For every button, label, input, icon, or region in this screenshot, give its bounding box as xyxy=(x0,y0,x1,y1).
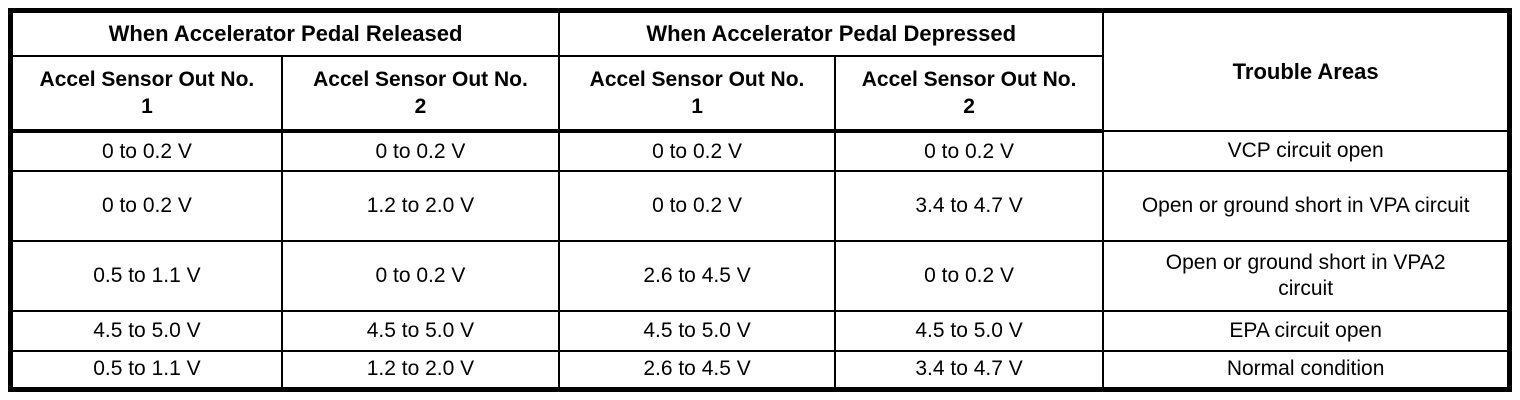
trouble-text: Open or ground short in VPA circuit xyxy=(1141,193,1470,217)
cell-released-no2: 1.2 to 2.0 V xyxy=(280,350,561,390)
cell-depressed-no1: 4.5 to 5.0 V xyxy=(558,310,836,352)
cell-released-no2: 1.2 to 2.0 V xyxy=(280,170,561,242)
cell-depressed-no2: 0 to 0.2 V xyxy=(833,130,1105,172)
cell-released-no1: 4.5 to 5.0 V xyxy=(9,310,283,352)
cell-depressed-no2: 3.4 to 4.7 V xyxy=(833,170,1105,242)
header-sensor-row: Accel Sensor Out No. 1 Accel Sensor Out … xyxy=(9,55,1510,133)
sensor-header-title: Accel Sensor Out No. xyxy=(313,67,528,91)
cell-released-no1: 0 to 0.2 V xyxy=(9,130,283,172)
table-row: 4.5 to 5.0 V 4.5 to 5.0 V 4.5 to 5.0 V 4… xyxy=(9,310,1511,352)
cell-released-no2: 0 to 0.2 V xyxy=(280,130,561,172)
sensor-header-title: Accel Sensor Out No. xyxy=(861,67,1077,91)
trouble-text: Open or ground short in VPA2 circuit xyxy=(1165,250,1446,300)
trouble-text: Normal condition xyxy=(1226,357,1385,381)
cell-depressed-no1: 2.6 to 4.5 V xyxy=(558,350,836,390)
sensor-header-title: Accel Sensor Out No. xyxy=(589,67,805,91)
header-group-row: When Accelerator Pedal Released When Acc… xyxy=(9,9,1511,132)
table-row: 0 to 0.2 V 1.2 to 2.0 V 0 to 0.2 V 3.4 t… xyxy=(9,170,1511,242)
header-trouble-areas: Trouble Areas xyxy=(1102,9,1511,132)
cell-released-no2: 4.5 to 5.0 V xyxy=(280,310,561,352)
header-depressed-sensor-2: Accel Sensor Out No. 2 xyxy=(833,55,1105,133)
header-when-released: When Accelerator Pedal Released xyxy=(9,9,561,57)
header-released-sensor-1: Accel Sensor Out No. 1 xyxy=(9,55,283,133)
cell-depressed-no2: 0 to 0.2 V xyxy=(833,240,1105,312)
header-depressed-sensor-1: Accel Sensor Out No. 1 xyxy=(558,55,836,133)
cell-trouble-area: EPA circuit open xyxy=(1102,310,1511,352)
cell-released-no1: 0.5 to 1.1 V xyxy=(9,240,283,312)
table-row: 0 to 0.2 V 0 to 0.2 V 0 to 0.2 V 0 to 0.… xyxy=(9,130,1511,172)
cell-released-no1: 0.5 to 1.1 V xyxy=(9,350,283,390)
trouble-text: VCP circuit open xyxy=(1227,138,1384,162)
sensor-header-number: 2 xyxy=(414,95,427,118)
table-row: 0.5 to 1.1 V 1.2 to 2.0 V 2.6 to 4.5 V 3… xyxy=(9,350,1511,390)
cell-released-no2: 0 to 0.2 V xyxy=(280,240,561,312)
table-row: 0.5 to 1.1 V 0 to 0.2 V 2.6 to 4.5 V 0 t… xyxy=(9,240,1511,312)
cell-trouble-area: Open or ground short in VPA2 circuit xyxy=(1102,240,1511,312)
cell-depressed-no1: 0 to 0.2 V xyxy=(558,130,836,172)
sensor-header-number: 2 xyxy=(963,95,975,118)
sensor-header-number: 1 xyxy=(141,95,153,118)
accel-sensor-diagnostic-table: When Accelerator Pedal Released When Acc… xyxy=(8,8,1512,392)
sensor-header-title: Accel Sensor Out No. xyxy=(39,67,255,91)
trouble-text: EPA circuit open xyxy=(1229,318,1382,342)
cell-released-no1: 0 to 0.2 V xyxy=(9,170,283,242)
sensor-header-number: 1 xyxy=(691,95,703,118)
header-when-depressed: When Accelerator Pedal Depressed xyxy=(558,9,1105,57)
cell-depressed-no2: 3.4 to 4.7 V xyxy=(833,350,1105,390)
header-released-sensor-2: Accel Sensor Out No. 2 xyxy=(280,55,561,133)
cell-depressed-no1: 0 to 0.2 V xyxy=(558,170,836,242)
cell-trouble-area: VCP circuit open xyxy=(1102,130,1511,172)
cell-depressed-no2: 4.5 to 5.0 V xyxy=(833,310,1105,352)
cell-trouble-area: Open or ground short in VPA circuit xyxy=(1102,170,1511,242)
cell-depressed-no1: 2.6 to 4.5 V xyxy=(558,240,836,312)
cell-trouble-area: Normal condition xyxy=(1102,350,1511,390)
